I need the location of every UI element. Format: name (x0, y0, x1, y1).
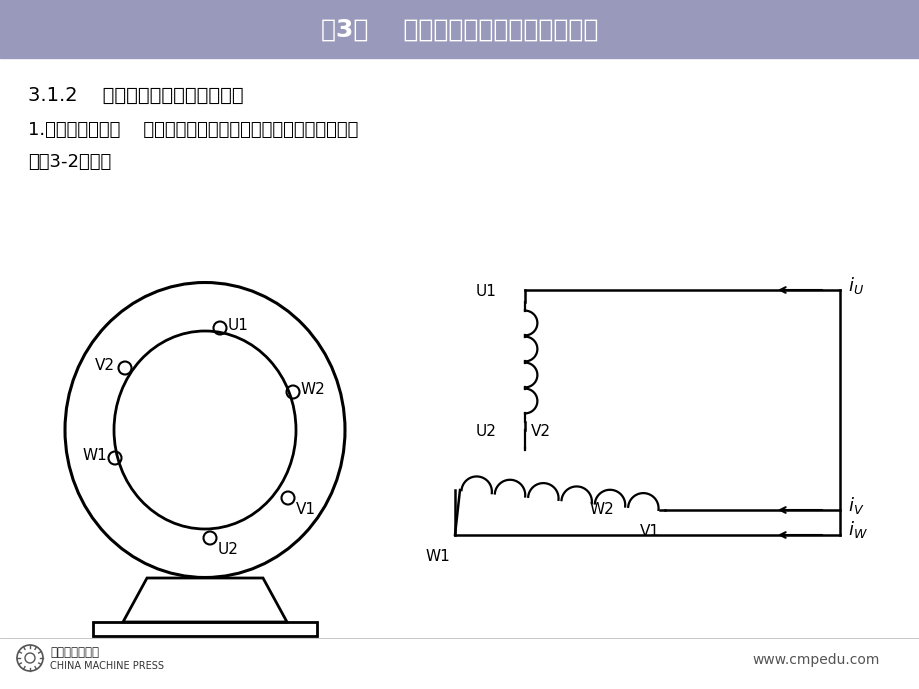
Bar (93, 622, 317, 636)
Text: U2: U2 (476, 424, 496, 440)
Text: 如图3-2所示。: 如图3-2所示。 (28, 153, 111, 171)
Text: V2: V2 (95, 358, 115, 373)
Text: www.cmpedu.com: www.cmpedu.com (752, 653, 879, 667)
Text: U2: U2 (218, 542, 239, 557)
Text: 3.1.2    三相异步电动机的旋转磁场: 3.1.2 三相异步电动机的旋转磁场 (28, 85, 244, 105)
Text: 1.旋转磁场的产生    以定子三相绕组的作星形联结为例进行说明，: 1.旋转磁场的产生 以定子三相绕组的作星形联结为例进行说明， (28, 121, 358, 139)
Text: W1: W1 (83, 449, 108, 464)
Bar (0, 0, 919, 58)
Text: V2: V2 (530, 424, 550, 440)
Text: $i_V$: $i_V$ (847, 495, 864, 515)
Text: CHINA MACHINE PRESS: CHINA MACHINE PRESS (50, 661, 164, 671)
Text: 第3章    三相异步电动机的结构和原理: 第3章 三相异步电动机的结构和原理 (321, 18, 598, 42)
Text: $i_U$: $i_U$ (847, 274, 863, 296)
Text: U1: U1 (476, 285, 496, 300)
Text: W1: W1 (425, 549, 449, 564)
Text: W2: W2 (301, 382, 325, 398)
Text: U1: U1 (228, 318, 249, 333)
Text: W2: W2 (589, 502, 614, 517)
Text: V1: V1 (640, 524, 659, 539)
Text: $i_W$: $i_W$ (847, 520, 867, 540)
Text: 机械工业出版社: 机械工业出版社 (50, 646, 99, 659)
Text: V1: V1 (296, 502, 315, 517)
